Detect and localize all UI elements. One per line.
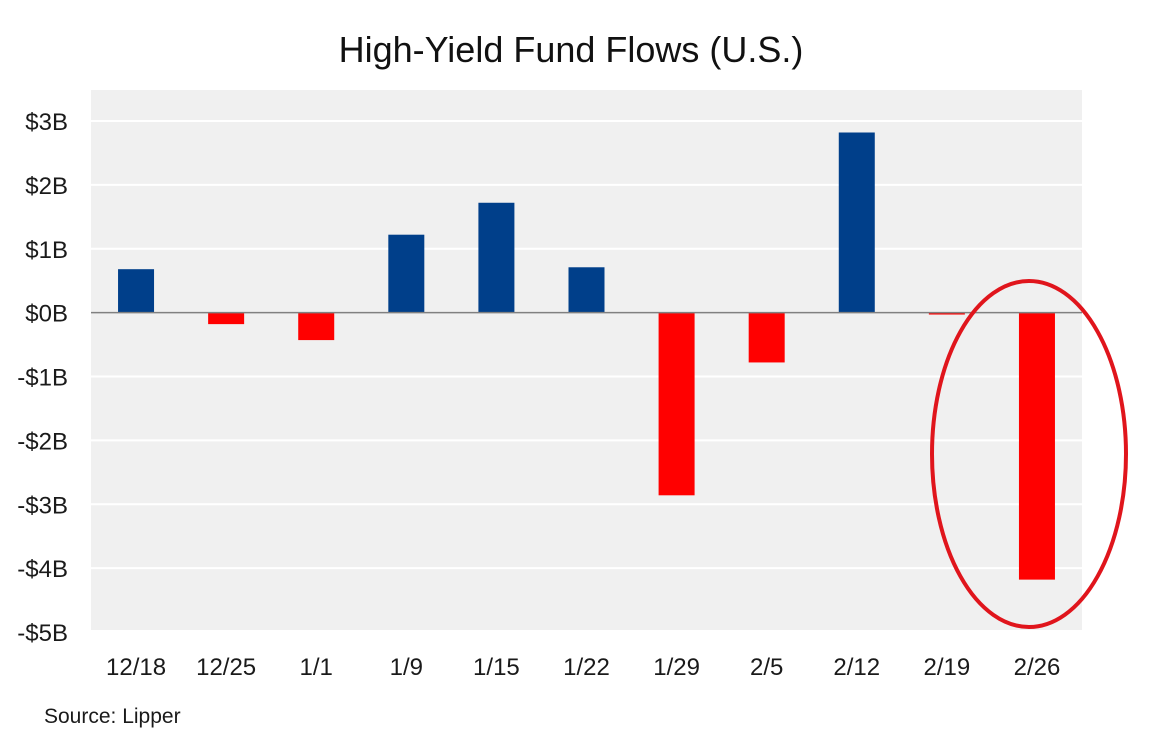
bar-1-29 <box>658 312 695 496</box>
x-tick-label: 2/12 <box>833 654 880 681</box>
y-tick-label: -$4B <box>17 556 68 583</box>
y-tick-label: -$3B <box>17 492 68 519</box>
bar-12-25 <box>208 312 245 325</box>
bar-2-26 <box>1018 312 1055 580</box>
bar-12-18 <box>118 269 155 313</box>
x-tick-label: 1/9 <box>390 654 423 681</box>
x-tick-label: 1/22 <box>563 654 610 681</box>
bar-1-9 <box>388 234 425 313</box>
bar-1-1 <box>298 312 335 341</box>
x-tick-label: 2/26 <box>1014 654 1061 681</box>
x-tick-label: 2/5 <box>750 654 783 681</box>
y-tick-label: -$5B <box>17 620 68 647</box>
bar-2-19 <box>928 312 965 315</box>
bar-2-5 <box>748 312 785 363</box>
bar-1-15 <box>478 202 515 313</box>
chart-title: High-Yield Fund Flows (U.S.) <box>339 29 804 70</box>
y-tick-label: $3B <box>25 109 68 136</box>
bars <box>118 132 1055 580</box>
gridlines <box>91 120 1082 633</box>
y-tick-label: $2B <box>25 173 68 200</box>
x-tick-label: 1/15 <box>473 654 520 681</box>
y-tick-label: $1B <box>25 237 68 264</box>
x-tick-label: 1/1 <box>300 654 333 681</box>
bar-1-22 <box>568 267 605 313</box>
source-note: Source: Lipper <box>44 705 181 728</box>
x-tick-label: 12/25 <box>196 654 256 681</box>
x-tick-label: 12/18 <box>106 654 166 681</box>
y-tick-label: -$2B <box>17 428 68 455</box>
y-tick-label: $0B <box>25 301 68 328</box>
highlight-circle <box>930 279 1128 629</box>
x-axis-ticks: 12/18 12/25 1/1 1/9 1/15 1/22 1/29 2/5 2/12 2/19 2… <box>106 654 1060 681</box>
y-tick-label: -$1B <box>17 365 68 392</box>
bar-2-12 <box>838 132 875 313</box>
y-axis-ticks: $3B $2B $1B $0B -$1B -$2B -$3B -$4B -$5B <box>17 109 68 647</box>
x-tick-label: 2/19 <box>924 654 971 681</box>
plot-area <box>91 90 1082 630</box>
x-tick-label: 1/29 <box>653 654 700 681</box>
